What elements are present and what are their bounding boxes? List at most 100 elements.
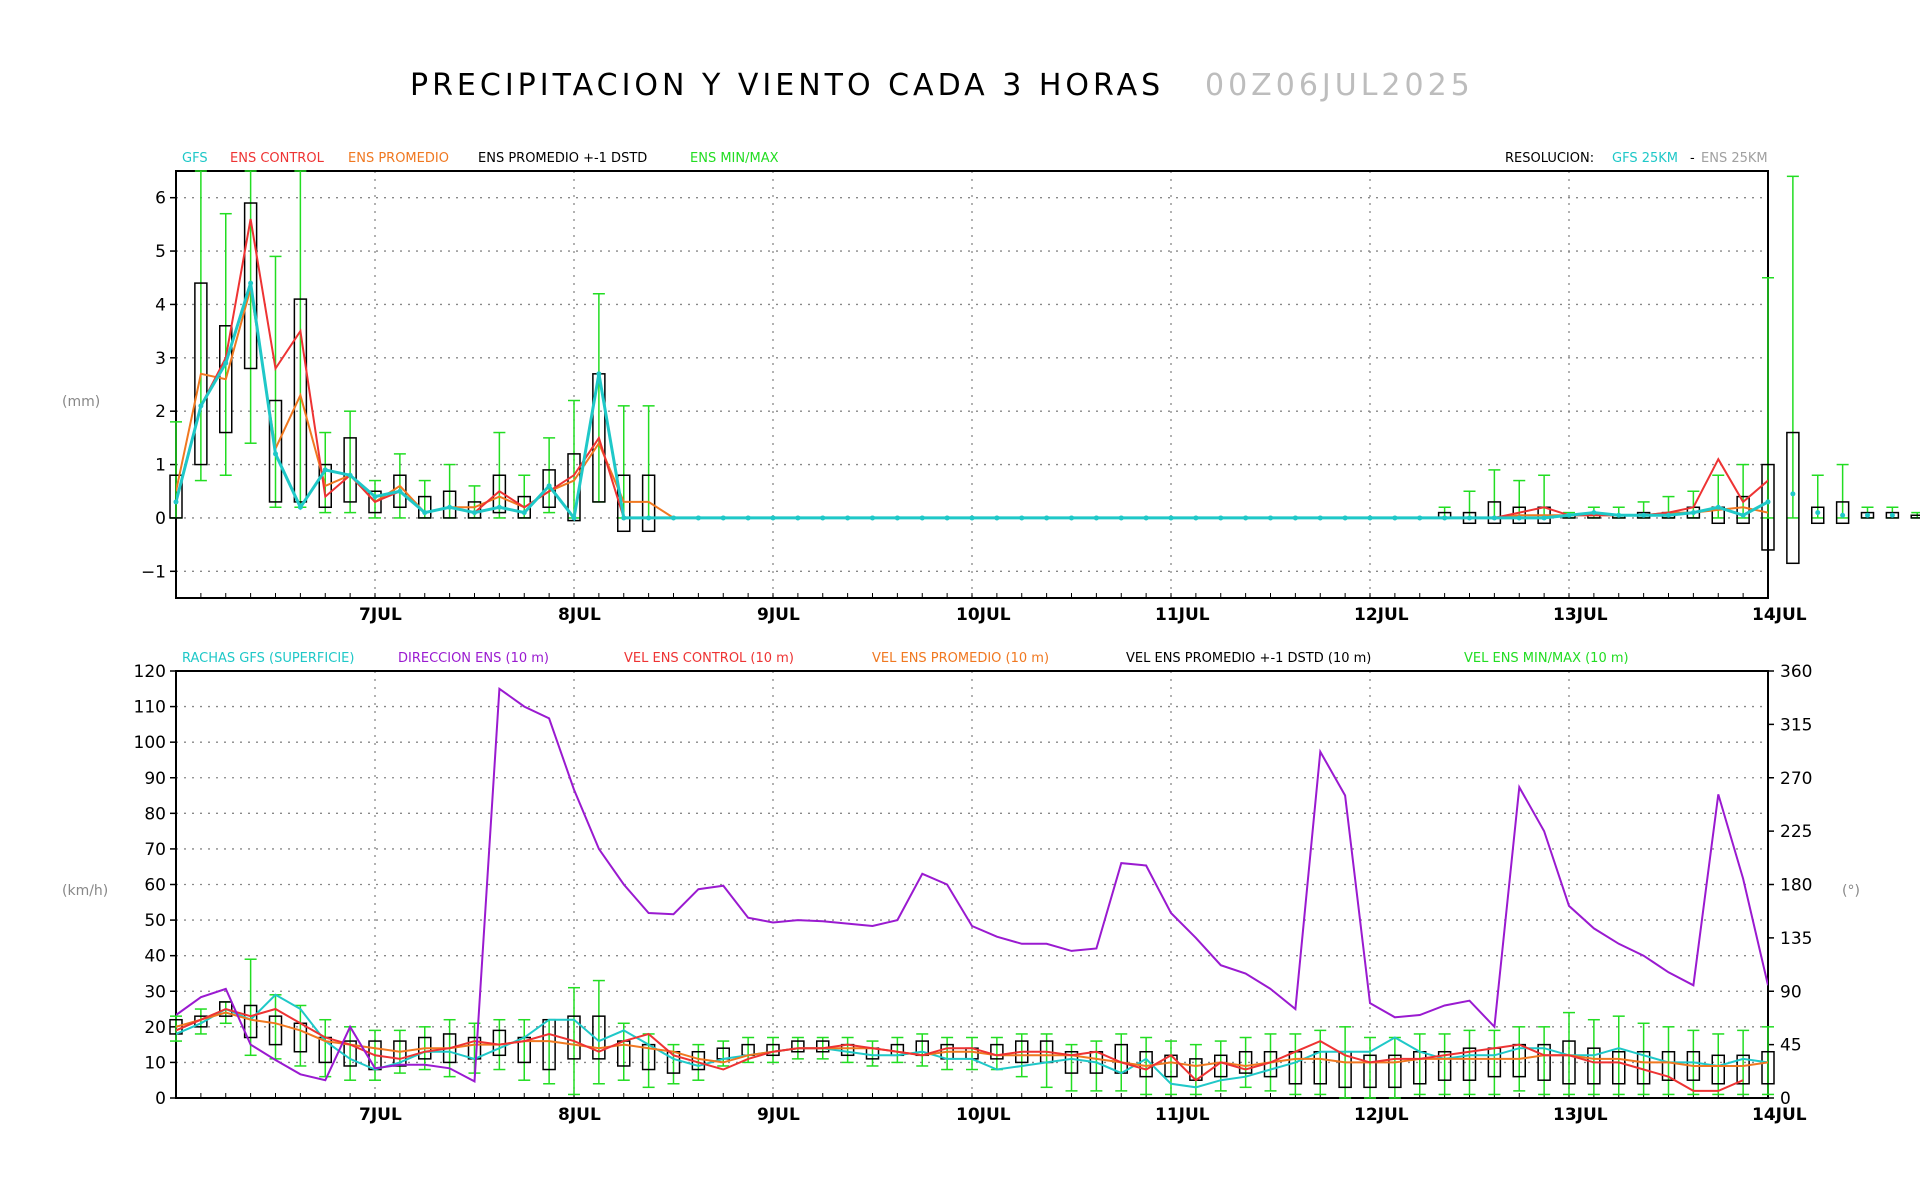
wind-std-box: [1562, 1040, 1576, 1085]
precip-std-box: [641, 474, 656, 533]
precip-std-box: [1811, 506, 1825, 525]
precip-gfs-point: [397, 488, 403, 494]
precip-gfs-point: [1467, 515, 1472, 521]
precip-gfs-point: [1865, 512, 1870, 518]
precipitation-panel: 7JUL 8JUL 9JUL 10JUL 11JUL 12JUL 13JUL 14JUL −1 0…: [141, 170, 1920, 625]
precip-std-box: [1885, 511, 1900, 519]
precip-gfs-point: [1840, 512, 1846, 518]
precip-gfs-point: [1317, 515, 1323, 521]
precip-y-tick-label: 0: [155, 509, 166, 529]
precip-y-tick-label: 4: [155, 295, 166, 315]
precip-std-box: [268, 399, 283, 503]
precip-y-tick-label: 5: [155, 242, 166, 262]
precip-gfs-point: [1491, 515, 1497, 521]
precip-gfs-point: [795, 515, 801, 521]
legend-res-ens: ENS 25KM: [1701, 151, 1768, 166]
precip-gfs-point: [273, 451, 278, 457]
precip-gfs-point: [994, 515, 1000, 521]
y-axis-label-precip: (mm): [62, 394, 100, 410]
wind-panel: 7JUL 8JUL 9JUL 10JUL 11JUL 12JUL 13JUL 14JUL010…: [134, 662, 1813, 1125]
precip-gfs-point: [1591, 510, 1597, 516]
wind-std-box: [1363, 1054, 1377, 1089]
precip-gfs-point: [944, 515, 950, 521]
wind-y2-tick-label: 90: [1780, 982, 1802, 1002]
wind-std-box: [1064, 1050, 1079, 1074]
wind-std-box: [393, 1040, 407, 1067]
wind-x-tick-label: 8JUL: [558, 1105, 601, 1125]
wind-std-box: [219, 1001, 233, 1017]
run-date: 00Z06JUL2025: [1205, 68, 1474, 103]
precip-gfs-point: [297, 504, 303, 510]
legend-gust: RACHAS GFS (SUPERFICIE): [182, 651, 354, 666]
precip-gfs-point: [1118, 515, 1124, 521]
precip-mean-line: [176, 288, 1768, 519]
precip-x-tick-label: 10JUL: [956, 605, 1011, 625]
precip-gfs-point: [596, 371, 602, 377]
legend-control: ENS CONTROL: [230, 151, 325, 166]
precip-std-box: [194, 282, 208, 466]
wind-y-tick-label: 60: [144, 876, 166, 896]
wind-gust-line: [176, 993, 1768, 1089]
precip-std-box: [1487, 501, 1502, 525]
precip-std-box: [169, 474, 183, 519]
legend-dir: DIRECCION ENS (10 m): [398, 651, 549, 666]
precip-y-tick-label: 2: [155, 402, 166, 422]
wind-y-tick-label: 100: [134, 733, 166, 753]
wind-y2-tick-label: 270: [1780, 769, 1812, 789]
precip-x-tick-label: 8JUL: [558, 605, 601, 625]
legend-gfs: GFS: [182, 151, 208, 166]
precip-gfs-point: [621, 515, 627, 521]
precip-gfs-point: [571, 515, 577, 521]
precip-std-box: [492, 474, 507, 514]
precip-gfs-point: [1143, 515, 1149, 521]
wind-std-box: [1612, 1050, 1626, 1085]
wind-y-tick-label: 50: [144, 911, 166, 931]
precip-gfs-point: [546, 483, 552, 489]
precip-gfs-point: [496, 504, 502, 510]
legend-std-wind: VEL ENS PROMEDIO +-1 DSTD (10 m): [1126, 651, 1371, 666]
precip-std-box: [368, 490, 382, 514]
precip-gfs-point: [1715, 504, 1721, 510]
precip-std-box: [442, 490, 457, 519]
precip-gfs-point: [1889, 512, 1895, 518]
wind-std-box: [1388, 1054, 1402, 1089]
precip-gfs-point: [1367, 515, 1373, 521]
precip-std-box: [1761, 463, 1775, 551]
precip-std-box: [1860, 511, 1875, 519]
precip-gfs-point: [1168, 515, 1174, 521]
precip-gfs-point: [1516, 515, 1522, 521]
precip-gfs-point: [1442, 515, 1448, 521]
precip-gfs-point: [521, 510, 527, 516]
precip-x-tick-label: 11JUL: [1155, 605, 1210, 625]
wind-y2-tick-label: 0: [1780, 1089, 1791, 1109]
precip-y-tick-label: −1: [141, 562, 166, 582]
wind-y2-tick-label: 135: [1780, 929, 1812, 949]
wind-y2-tick-label: 180: [1780, 876, 1812, 896]
precip-gfs-point: [1566, 512, 1572, 518]
precip-gfs-point: [1541, 515, 1547, 521]
wind-y2-tick-label: 360: [1780, 662, 1812, 682]
precip-gfs-point: [1790, 491, 1796, 497]
wind-std-box: [990, 1043, 1004, 1060]
y2-axis-label-direction: (°): [1842, 883, 1860, 899]
wind-y-tick-label: 80: [144, 804, 166, 824]
wind-std-box: [1537, 1043, 1551, 1081]
precip-gfs-point: [646, 515, 652, 521]
wind-x-tick-label: 10JUL: [956, 1105, 1011, 1125]
wind-std-box: [1462, 1047, 1477, 1081]
precip-gfs-point: [422, 510, 428, 516]
legend-minmax-wind: VEL ENS MIN/MAX (10 m): [1464, 651, 1629, 666]
precip-y-tick-label: 6: [155, 189, 166, 209]
precip-std-box: [617, 474, 631, 533]
precip-gfs-point: [745, 515, 751, 521]
wind-y-tick-label: 110: [134, 698, 166, 718]
wind-y-tick-label: 0: [155, 1089, 166, 1109]
wind-std-box: [1238, 1050, 1253, 1074]
precip-gfs-point: [1740, 512, 1746, 518]
wind-std-box: [791, 1040, 805, 1053]
legend-minmax: ENS MIN/MAX: [690, 151, 779, 166]
legend-std: ENS PROMEDIO +-1 DSTD: [478, 151, 647, 166]
precip-gfs-point: [1616, 512, 1622, 518]
precip-gfs-point: [720, 515, 726, 521]
precip-gfs-point: [347, 472, 353, 478]
